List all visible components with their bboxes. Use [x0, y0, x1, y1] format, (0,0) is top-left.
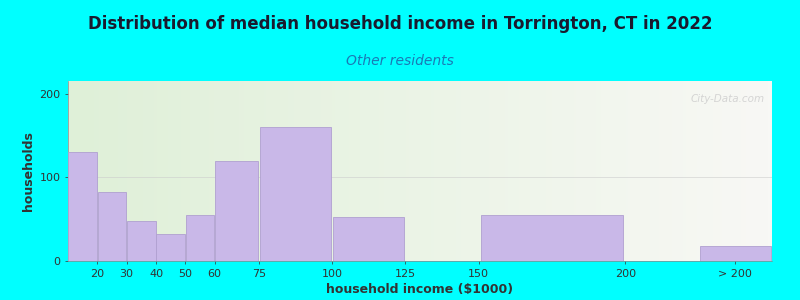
Text: Other residents: Other residents: [346, 54, 454, 68]
Bar: [157, 234, 185, 261]
Bar: [186, 215, 214, 261]
Bar: [215, 160, 258, 261]
Bar: [481, 215, 623, 261]
X-axis label: household income ($1000): household income ($1000): [326, 283, 514, 296]
Text: Distribution of median household income in Torrington, CT in 2022: Distribution of median household income …: [88, 15, 712, 33]
Bar: [333, 218, 404, 261]
Bar: [700, 246, 771, 261]
Y-axis label: households: households: [22, 131, 35, 211]
Bar: [260, 127, 331, 261]
Bar: [98, 192, 126, 261]
Bar: [127, 221, 155, 261]
Text: City-Data.com: City-Data.com: [691, 94, 765, 103]
Bar: [69, 152, 97, 261]
